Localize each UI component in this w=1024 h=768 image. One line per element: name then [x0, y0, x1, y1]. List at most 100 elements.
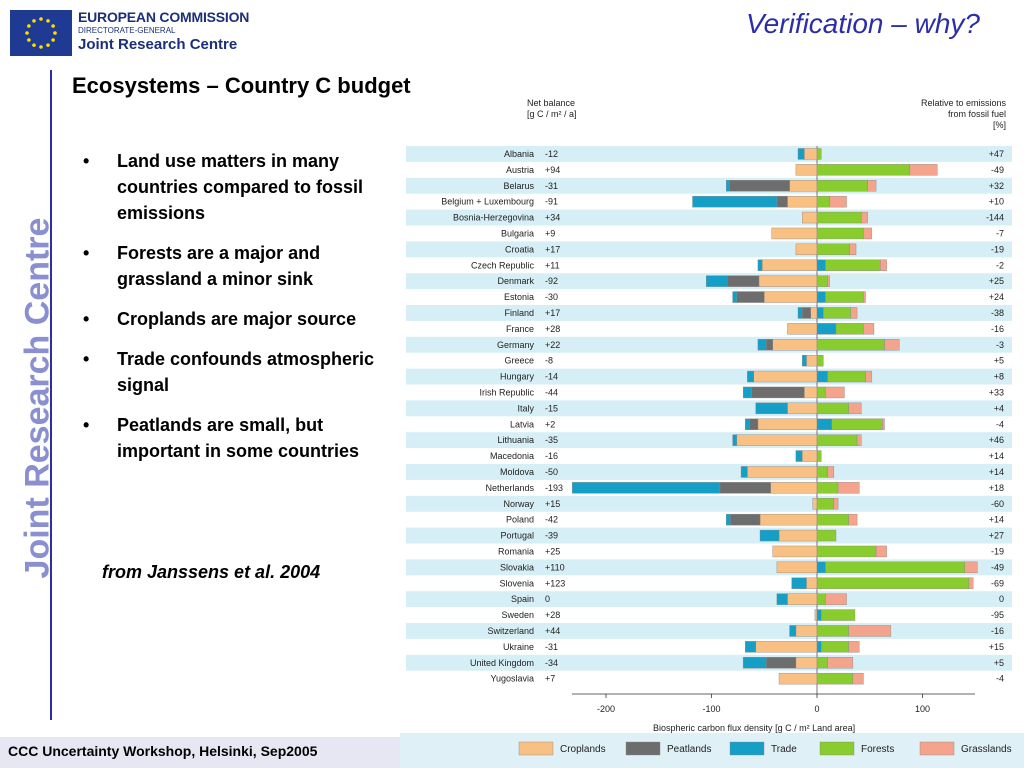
net-balance-value: +44	[545, 626, 560, 636]
bar-peatlands	[749, 418, 759, 430]
bullet-item: Land use matters in many countries compa…	[70, 148, 390, 226]
legend-swatch-peatlands	[625, 741, 661, 756]
net-balance-value: -50	[545, 467, 558, 477]
row-band	[406, 305, 1012, 321]
left-divider	[50, 70, 52, 720]
relative-value: +10	[989, 197, 1004, 207]
org-name: EUROPEAN COMMISSION	[78, 9, 250, 25]
net-balance-value: -12	[545, 149, 558, 159]
bar-croplands	[776, 561, 818, 574]
net-balance-value: +28	[545, 324, 560, 334]
country-label: France	[506, 324, 534, 334]
header-relative-emissions: Relative to emissions	[921, 98, 1007, 108]
bar-forests	[823, 307, 851, 319]
net-balance-value: 0	[545, 594, 550, 604]
bar-forests	[816, 529, 837, 542]
bar-grasslands	[848, 641, 860, 653]
bar-grasslands	[884, 339, 900, 351]
bar-forests	[816, 339, 885, 351]
legend-swatch-croplands	[518, 741, 554, 756]
bar-croplands	[804, 386, 818, 399]
country-label: Denmark	[497, 276, 534, 286]
bar-trade	[797, 148, 805, 160]
bar-forests	[816, 402, 849, 415]
bar-croplands	[802, 450, 818, 462]
x-tick-label: 0	[814, 704, 819, 714]
org-logo-text: EUROPEAN COMMISSION DIRECTORATE-GENERAL …	[78, 10, 249, 52]
bar-forests	[816, 164, 911, 176]
slide-topic: Verification – why?	[746, 8, 980, 39]
relative-value: +33	[989, 387, 1004, 397]
bar-forests	[816, 195, 830, 208]
bar-peatlands	[751, 386, 805, 399]
header-relative-emissions: from fossil fuel	[948, 109, 1006, 119]
bar-trade	[797, 307, 803, 319]
bar-croplands	[787, 593, 818, 605]
country-label: Poland	[506, 515, 534, 525]
bar-forests	[816, 672, 854, 685]
bar-trade	[802, 354, 807, 367]
bullet-item: Forests are a major and grassland a mino…	[70, 240, 390, 292]
bar-grasslands	[861, 211, 868, 224]
net-balance-value: -30	[545, 292, 558, 302]
bar-forests	[816, 466, 828, 478]
country-label: Portugal	[500, 531, 534, 541]
relative-value: -7	[996, 228, 1004, 238]
bar-grasslands	[829, 195, 847, 208]
net-balance-value: +94	[545, 165, 560, 175]
bullet-item: Peatlands are small, but important in so…	[70, 412, 390, 464]
bar-forests	[816, 625, 849, 637]
bar-croplands	[771, 227, 818, 240]
bar-forests	[816, 450, 822, 462]
bar-forests	[825, 291, 864, 303]
net-balance-value: -39	[545, 531, 558, 541]
bar-trade	[692, 195, 778, 208]
bar-croplands	[804, 148, 818, 160]
net-balance-value: +110	[545, 562, 565, 572]
bar-peatlands	[766, 657, 797, 669]
bar-grasslands	[849, 243, 857, 256]
row-band	[406, 146, 1012, 162]
source-citation: from Janssens et al. 2004	[102, 562, 321, 582]
net-balance-value: -92	[545, 276, 558, 286]
relative-value: -4	[996, 419, 1004, 429]
country-label: Italy	[517, 403, 534, 413]
legend-label-forests: Forests	[861, 744, 894, 755]
bar-forests	[816, 211, 862, 224]
country-label: Latvia	[510, 419, 534, 429]
bar-peatlands	[766, 339, 773, 351]
country-label: Lithuania	[497, 435, 534, 445]
country-label: Bosnia-Herzegovina	[453, 213, 534, 223]
relative-value: -95	[991, 610, 1004, 620]
row-band	[406, 495, 1012, 512]
net-balance-value: +28	[545, 610, 560, 620]
bullet-item: Trade confounds atmospheric signal	[70, 346, 390, 398]
org-directorate: DIRECTORATE-GENERAL	[78, 26, 176, 35]
relative-value: +14	[989, 451, 1004, 461]
bar-trade	[726, 513, 731, 526]
relative-value: +46	[989, 435, 1004, 445]
legend-label-croplands: Croplands	[560, 744, 606, 755]
bar-trade	[816, 323, 837, 335]
bar-trade	[776, 593, 788, 605]
country-label: Belarus	[503, 181, 534, 191]
bar-croplands	[789, 180, 818, 192]
bar-croplands	[810, 307, 818, 319]
bar-croplands	[772, 339, 818, 351]
bar-grasslands	[863, 323, 875, 335]
bar-grasslands	[848, 402, 862, 415]
country-label: Irish Republic	[479, 387, 534, 397]
bar-croplands	[802, 211, 818, 224]
country-label: Estonia	[504, 292, 534, 302]
bar-trade	[740, 466, 748, 478]
country-label: Hungary	[500, 372, 535, 382]
bar-grasslands	[856, 434, 862, 446]
legend-label-grasslands: Grasslands	[961, 744, 1012, 755]
bar-forests	[827, 370, 866, 383]
bar-trade	[745, 641, 757, 653]
relative-value: -49	[991, 562, 1004, 572]
bar-forests	[816, 243, 850, 256]
bar-croplands	[747, 466, 818, 478]
bar-grasslands	[827, 466, 835, 478]
